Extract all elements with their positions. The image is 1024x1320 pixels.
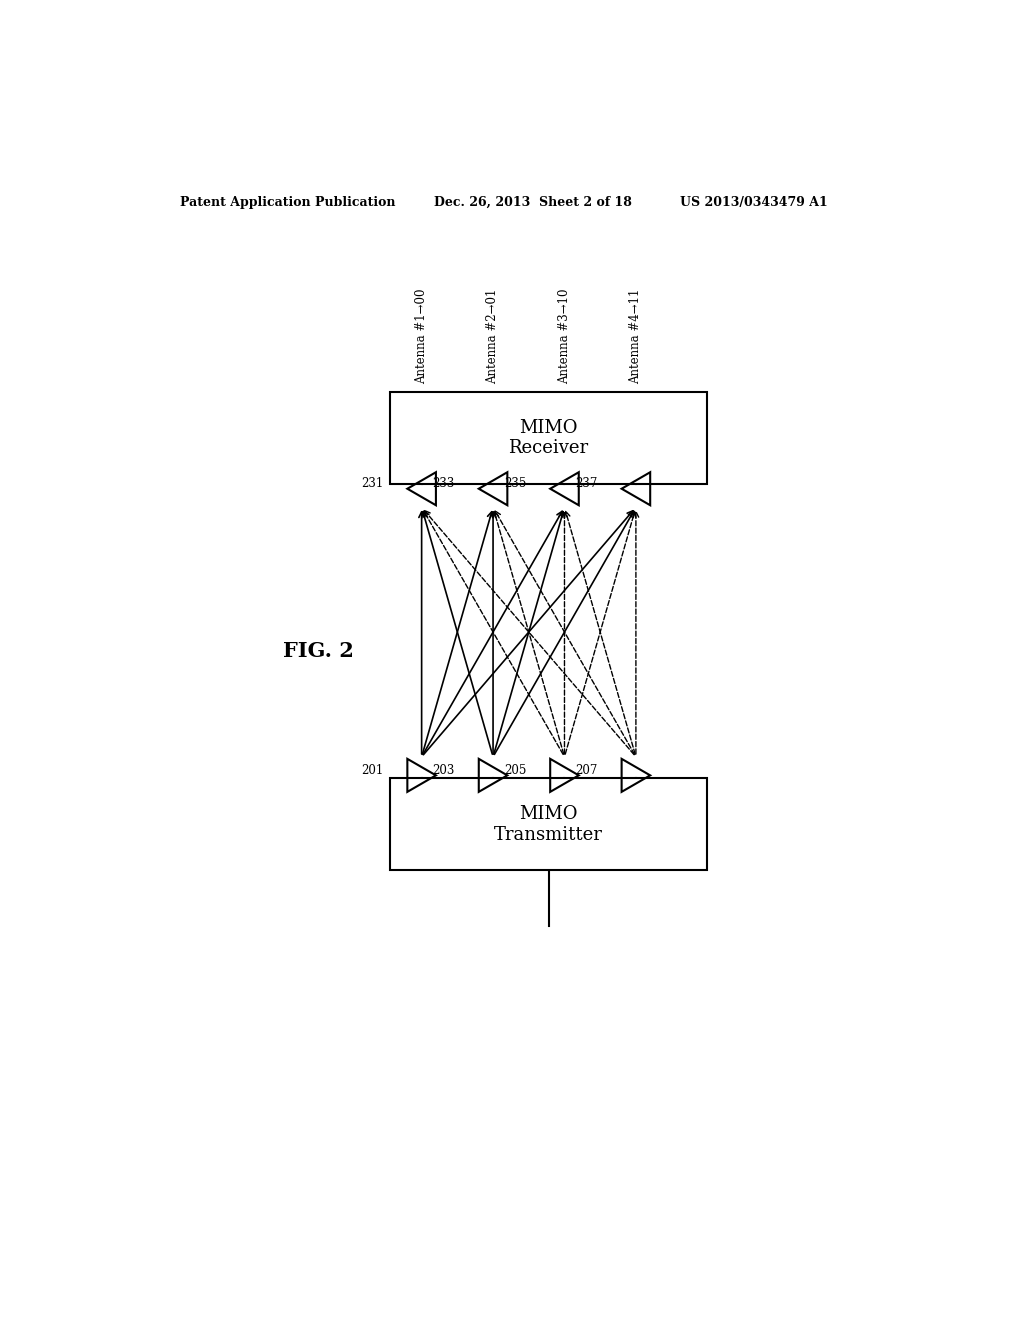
Text: 201: 201 bbox=[361, 764, 384, 776]
Text: 231: 231 bbox=[361, 477, 384, 490]
Text: 205: 205 bbox=[504, 764, 526, 776]
Text: Antenna #4→11: Antenna #4→11 bbox=[630, 289, 642, 384]
Text: Patent Application Publication: Patent Application Publication bbox=[179, 195, 395, 209]
Text: Dec. 26, 2013  Sheet 2 of 18: Dec. 26, 2013 Sheet 2 of 18 bbox=[433, 195, 632, 209]
Text: 237: 237 bbox=[575, 477, 598, 490]
Text: 235: 235 bbox=[504, 477, 526, 490]
Bar bbox=[390, 779, 708, 870]
Text: US 2013/0343479 A1: US 2013/0343479 A1 bbox=[680, 195, 827, 209]
Text: 203: 203 bbox=[432, 764, 455, 776]
Text: MIMO
Transmitter: MIMO Transmitter bbox=[495, 805, 603, 843]
Text: Antenna #3→10: Antenna #3→10 bbox=[558, 289, 571, 384]
Text: Antenna #1→00: Antenna #1→00 bbox=[415, 289, 428, 384]
Text: Antenna #2→01: Antenna #2→01 bbox=[486, 289, 500, 384]
Text: FIG. 2: FIG. 2 bbox=[283, 642, 353, 661]
Text: 207: 207 bbox=[575, 764, 598, 776]
Bar bbox=[390, 392, 708, 483]
Text: MIMO
Receiver: MIMO Receiver bbox=[509, 418, 589, 457]
Text: 233: 233 bbox=[432, 477, 455, 490]
